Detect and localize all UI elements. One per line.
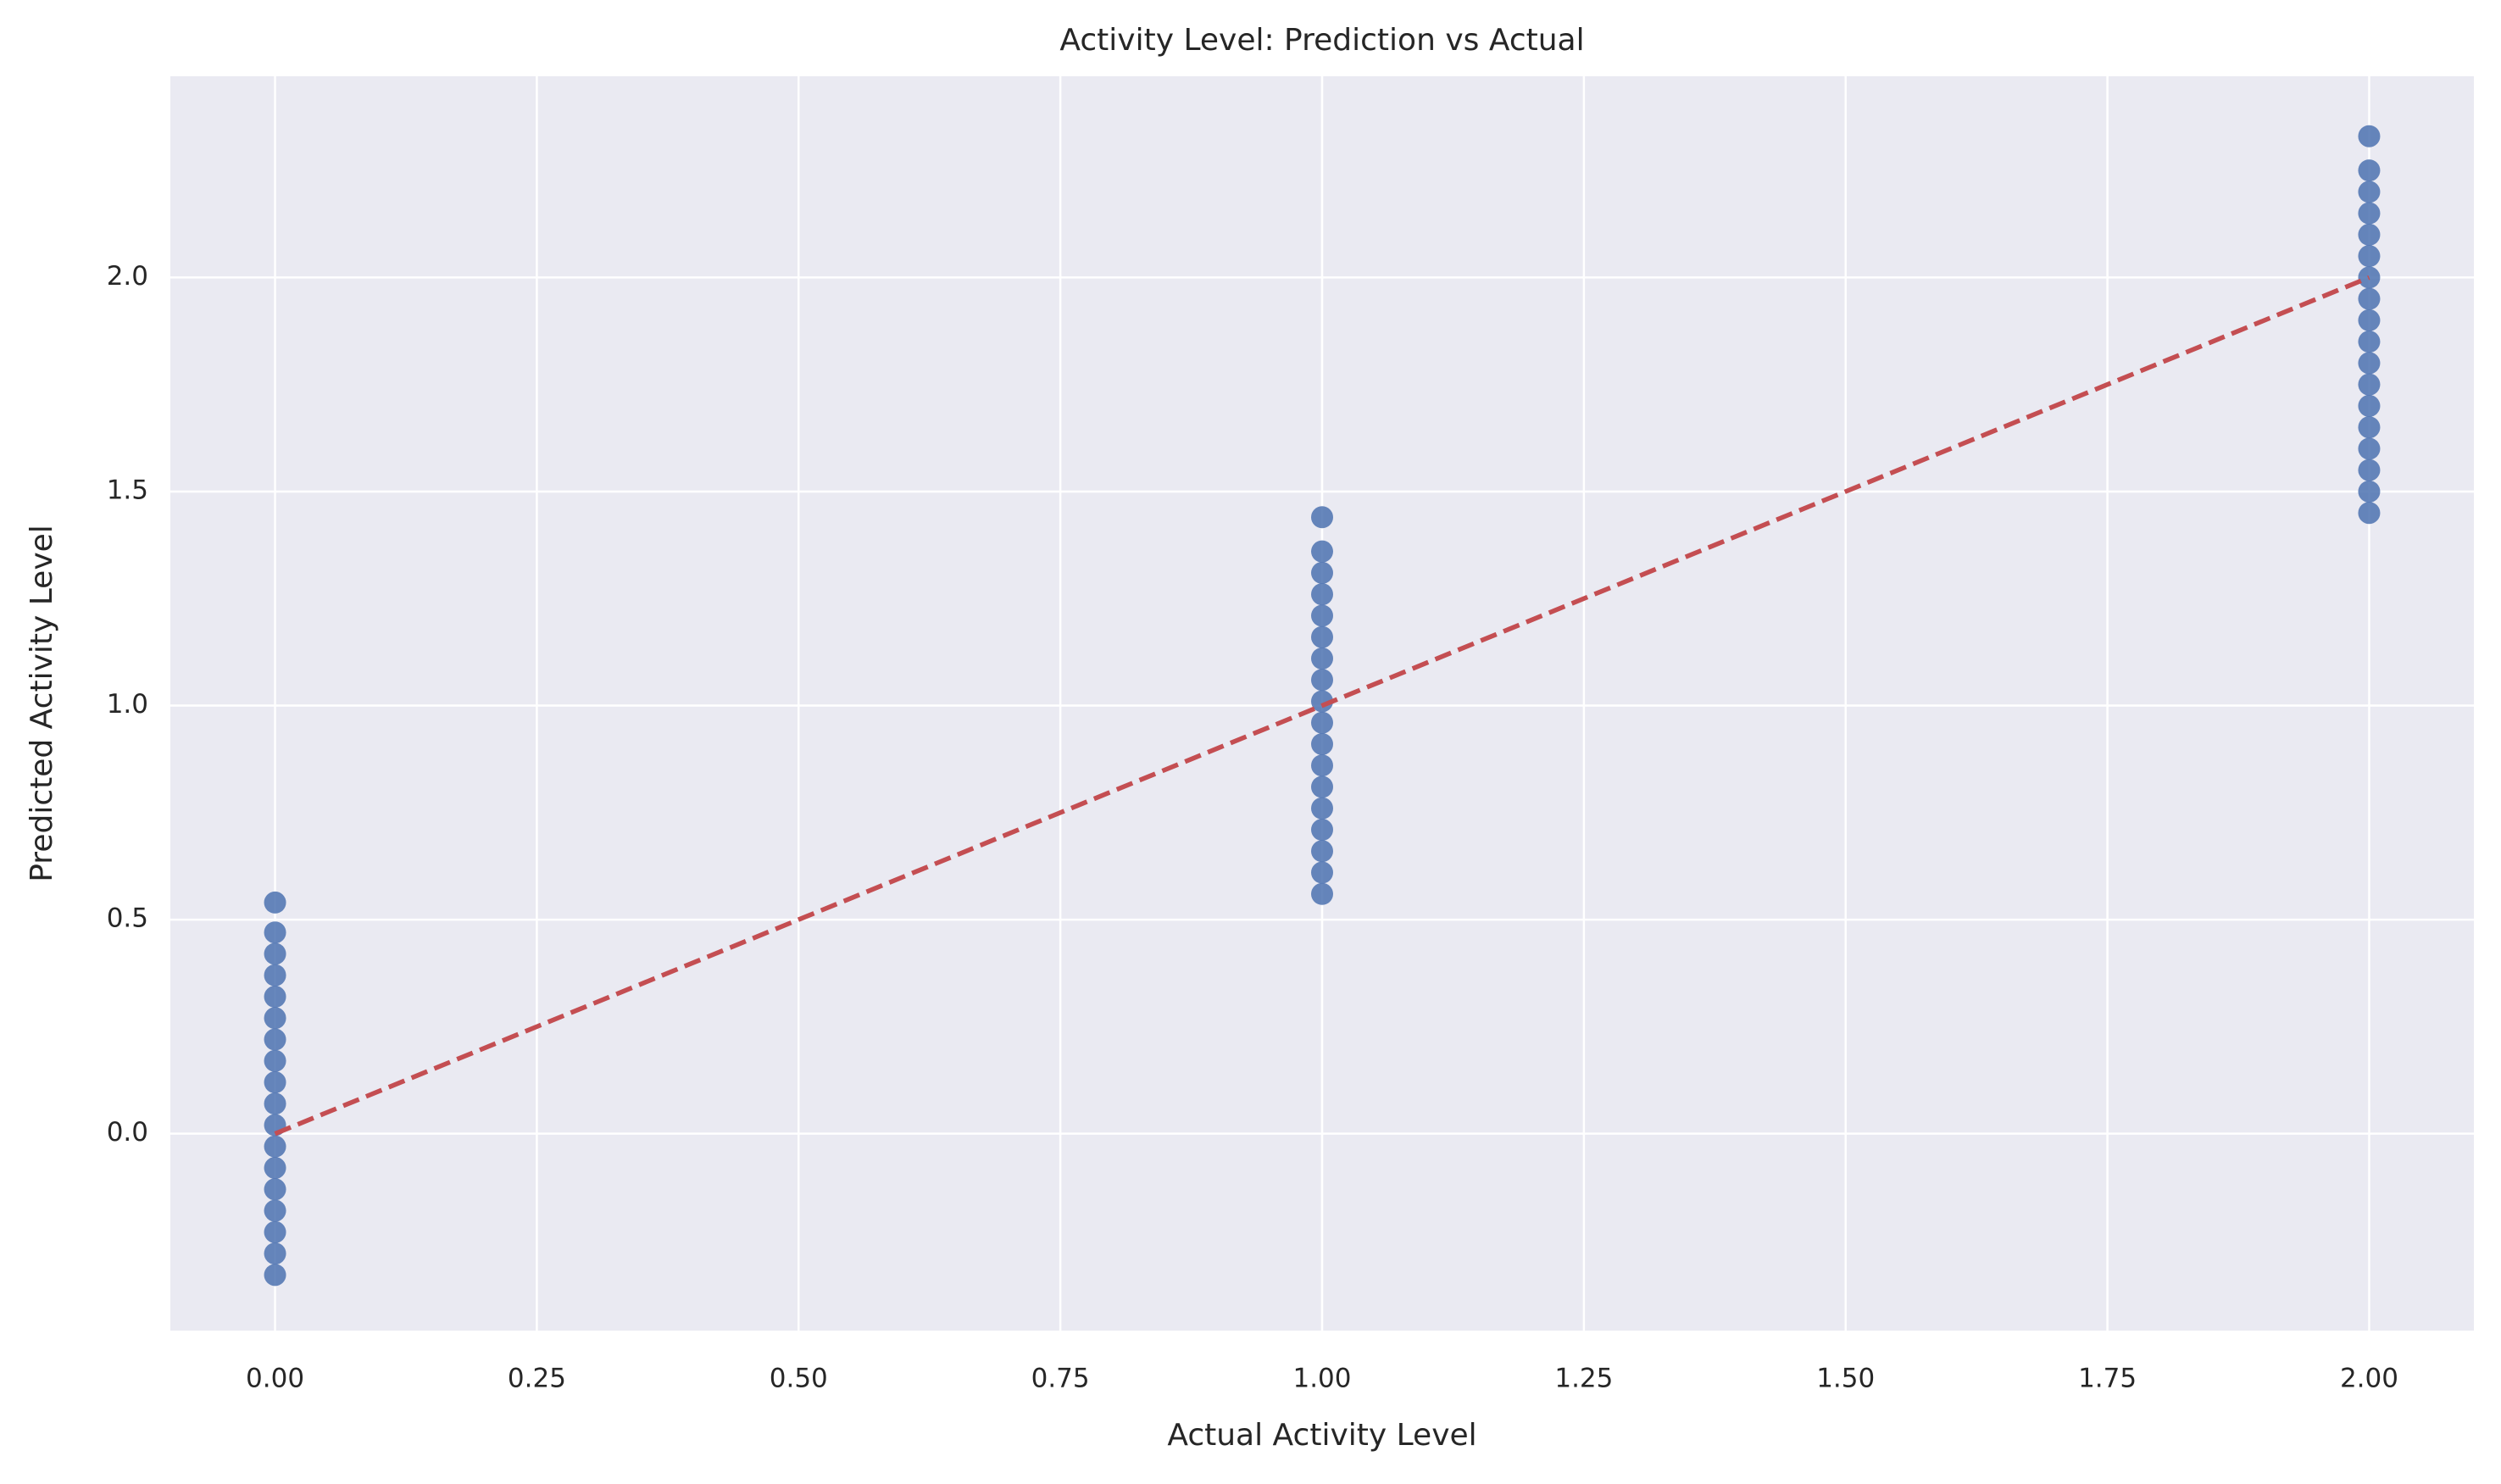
scatter-point <box>1311 506 1333 529</box>
y-tick-label: 1.5 <box>107 475 148 505</box>
y-tick-label: 2.0 <box>107 261 148 292</box>
y-axis-label: Predicted Activity Level <box>25 525 59 882</box>
scatter-point <box>2358 181 2381 203</box>
x-tick-label: 1.00 <box>1292 1364 1351 1394</box>
scatter-point <box>264 1178 286 1201</box>
scatter-point <box>2358 223 2381 246</box>
scatter-point <box>1311 690 1333 713</box>
scatter-point <box>1311 732 1333 755</box>
scatter-point <box>2358 331 2381 353</box>
scatter-point <box>1311 840 1333 863</box>
scatter-point <box>264 1092 286 1115</box>
y-tick-label: 0.5 <box>107 903 148 934</box>
x-tick-label: 0.50 <box>770 1364 828 1394</box>
scatter-point <box>2358 352 2381 375</box>
scatter-point <box>2358 308 2381 331</box>
scatter-point <box>2358 437 2381 460</box>
scatter-point <box>264 1157 286 1180</box>
scatter-point <box>1311 797 1333 820</box>
scatter-point <box>264 1242 286 1265</box>
scatter-point <box>264 1264 286 1287</box>
scatter-point <box>2358 287 2381 310</box>
scatter-point <box>1311 647 1333 670</box>
scatter-point <box>264 891 286 914</box>
scatter-point <box>264 1007 286 1030</box>
reference-line <box>274 275 2370 1137</box>
x-tick-label: 2.00 <box>2340 1364 2398 1394</box>
scatter-point <box>1311 711 1333 734</box>
x-tick-label: 1.50 <box>1816 1364 1875 1394</box>
scatter-point <box>1311 540 1333 563</box>
scatter-point <box>2358 394 2381 417</box>
scatter-point <box>1311 819 1333 842</box>
scatter-point <box>264 942 286 965</box>
scatter-point <box>1311 583 1333 606</box>
scatter-point <box>2358 416 2381 439</box>
scatter-point <box>264 1049 286 1072</box>
x-axis-label: Actual Activity Level <box>1167 1418 1476 1453</box>
scatter-point <box>2358 245 2381 268</box>
scatter-point <box>1311 882 1333 905</box>
scatter-point <box>2358 502 2381 525</box>
scatter-point <box>264 1220 286 1243</box>
x-tick-label: 1.25 <box>1554 1364 1613 1394</box>
scatter-point <box>264 964 286 987</box>
chart-title: Activity Level: Prediction vs Actual <box>1059 23 1584 58</box>
scatter-point <box>2358 373 2381 396</box>
scatter-point <box>1311 561 1333 584</box>
scatter-point <box>2358 480 2381 503</box>
scatter-point <box>264 986 286 1009</box>
scatter-point <box>264 1028 286 1051</box>
scatter-point <box>1311 775 1333 798</box>
x-tick-label: 1.75 <box>2078 1364 2137 1394</box>
scatter-point <box>1311 861 1333 884</box>
scatter-point <box>264 1135 286 1158</box>
x-tick-label: 0.25 <box>508 1364 566 1394</box>
scatter-point <box>264 1071 286 1094</box>
scatter-point <box>2358 459 2381 481</box>
scatter-point <box>2358 125 2381 147</box>
scatter-point <box>1311 669 1333 692</box>
scatter-point <box>2358 202 2381 225</box>
y-tick-label: 1.0 <box>107 689 148 720</box>
scatter-point <box>1311 604 1333 627</box>
scatter-point <box>264 1199 286 1222</box>
x-tick-label: 0.75 <box>1031 1364 1090 1394</box>
scatter-point <box>1311 754 1333 777</box>
x-tick-label: 0.00 <box>246 1364 304 1394</box>
scatter-point <box>264 921 286 944</box>
scatter-point <box>2358 159 2381 182</box>
y-tick-label: 0.0 <box>107 1117 148 1148</box>
scatter-point <box>1311 625 1333 648</box>
